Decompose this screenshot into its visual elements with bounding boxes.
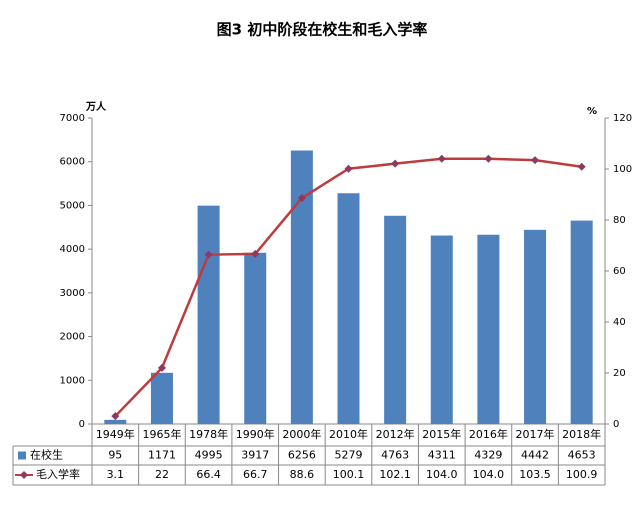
table-value: 4763 <box>381 449 409 462</box>
line-marker <box>111 412 120 421</box>
x-tick-label: 2016年 <box>469 427 508 441</box>
x-tick-label: 2018年 <box>562 427 601 441</box>
y2-tick-label: 0 <box>613 419 619 430</box>
legend-label: 毛入学率 <box>36 467 80 481</box>
table-value: 66.7 <box>243 468 268 481</box>
x-tick-label: 1990年 <box>236 427 275 441</box>
table-value: 4653 <box>568 449 596 462</box>
bar <box>477 234 500 424</box>
y2-tick-label: 40 <box>613 317 626 328</box>
table-value: 66.4 <box>196 468 221 481</box>
line-marker <box>344 164 353 173</box>
y-tick-label: 7000 <box>60 113 85 124</box>
bar <box>337 193 360 424</box>
bar <box>524 229 547 424</box>
x-tick-label: 2000年 <box>282 427 321 441</box>
y-tick-label: 5000 <box>60 200 85 211</box>
x-tick-label: 2017年 <box>516 427 555 441</box>
legend-swatch <box>20 471 28 479</box>
x-tick-label: 1965年 <box>142 427 181 441</box>
y-tick-label: 6000 <box>60 157 85 168</box>
bar <box>290 150 313 424</box>
table-value: 104.0 <box>426 468 458 481</box>
table-value: 4995 <box>195 449 223 462</box>
y2-tick-label: 100 <box>613 164 632 175</box>
legend-swatch <box>18 451 26 460</box>
y-tick-label: 4000 <box>60 244 85 255</box>
y-tick-label: 2000 <box>60 332 85 343</box>
table-value: 100.1 <box>333 468 365 481</box>
bar <box>150 372 173 424</box>
table-value: 103.5 <box>519 468 551 481</box>
line-marker <box>297 194 306 203</box>
x-tick-label: 1978年 <box>189 427 228 441</box>
line-marker <box>484 154 493 163</box>
table-value: 104.0 <box>473 468 505 481</box>
table-value: 88.6 <box>290 468 315 481</box>
legend-label: 在校生 <box>30 448 63 462</box>
y-tick-label: 1000 <box>60 375 85 386</box>
table-value: 3.1 <box>107 468 125 481</box>
x-tick-label: 2010年 <box>329 427 368 441</box>
bar <box>197 205 220 424</box>
line-marker <box>391 159 400 168</box>
bar <box>430 235 453 424</box>
table-value: 3917 <box>241 449 269 462</box>
table-value: 100.9 <box>566 468 598 481</box>
table-value: 5279 <box>335 449 363 462</box>
bar <box>244 252 267 424</box>
table-value: 6256 <box>288 449 316 462</box>
line-marker <box>531 156 540 165</box>
x-tick-label: 2012年 <box>376 427 415 441</box>
bar <box>104 419 127 424</box>
line-marker <box>437 154 446 163</box>
y-axis-label: 万人 <box>85 100 107 113</box>
bar <box>384 215 407 424</box>
y2-tick-label: 80 <box>613 215 626 226</box>
y2-tick-label: 120 <box>613 113 632 124</box>
y2-axis-label: % <box>587 106 597 117</box>
y-tick-label: 0 <box>79 419 85 430</box>
chart-title: 图3 初中阶段在校生和毛入学率 <box>217 21 428 39</box>
table-value: 4311 <box>428 449 456 462</box>
line-marker <box>251 249 260 258</box>
table-value: 102.1 <box>379 468 411 481</box>
table-value: 4329 <box>474 449 502 462</box>
table-value: 1171 <box>148 449 176 462</box>
line-marker <box>157 363 166 372</box>
table-value: 95 <box>108 449 122 462</box>
x-tick-label: 2015年 <box>422 427 461 441</box>
bar <box>570 220 593 424</box>
x-tick-label: 1949年 <box>96 427 135 441</box>
line-marker <box>577 162 586 171</box>
y2-tick-label: 60 <box>613 266 626 277</box>
table-value: 22 <box>155 468 169 481</box>
table-value: 4442 <box>521 449 549 462</box>
line-marker <box>204 250 213 259</box>
y-tick-label: 3000 <box>60 288 85 299</box>
y2-tick-label: 20 <box>613 368 626 379</box>
